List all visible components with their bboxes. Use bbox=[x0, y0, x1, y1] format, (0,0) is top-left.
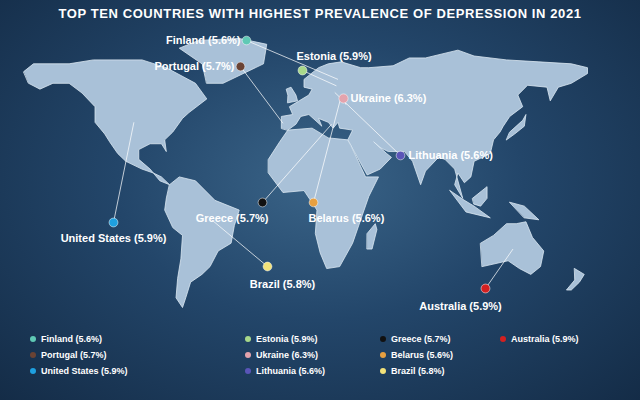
html-text:Brazil (5.8%): Brazil (5.8%) bbox=[391, 366, 445, 376]
svg-text:Lithuania (5.6%): Lithuania (5.6%) bbox=[409, 149, 494, 161]
html-text:Belarus (5.6%): Belarus (5.6%) bbox=[391, 350, 453, 360]
html-text:Estonia (5.9%): Estonia (5.9%) bbox=[256, 334, 318, 344]
svg-text:Brazil (5.8%): Brazil (5.8%) bbox=[250, 278, 316, 290]
svg-text:United States (5.9%): United States (5.9%) bbox=[61, 232, 167, 244]
html-text:United States (5.9%): United States (5.9%) bbox=[41, 366, 128, 376]
html-text:TOP TEN COUNTRIES WITH HIGHEST: TOP TEN COUNTRIES WITH HIGHEST PREVALENC… bbox=[58, 6, 582, 21]
html-text:Australia (5.9%): Australia (5.9%) bbox=[511, 334, 579, 344]
html-text:Lithuania (5.6%): Lithuania (5.6%) bbox=[256, 366, 325, 376]
html-text:Greece (5.7%): Greece (5.7%) bbox=[391, 334, 451, 344]
svg-text:Ukraine (6.3%): Ukraine (6.3%) bbox=[351, 92, 427, 104]
svg-text:Greece (5.7%): Greece (5.7%) bbox=[196, 212, 269, 224]
svg-text:Australia (5.9%): Australia (5.9%) bbox=[419, 300, 502, 312]
html-text:Portugal (5.7%): Portugal (5.7%) bbox=[41, 350, 107, 360]
svg-text:Finland (5.6%): Finland (5.6%) bbox=[166, 34, 241, 46]
html-text:Finland (5.6%): Finland (5.6%) bbox=[41, 334, 102, 344]
svg-text:Belarus (5.6%): Belarus (5.6%) bbox=[309, 212, 385, 224]
svg-text:Estonia (5.9%): Estonia (5.9%) bbox=[297, 50, 373, 62]
svg-text:Portugal (5.7%): Portugal (5.7%) bbox=[154, 60, 234, 72]
html-text:Ukraine (6.3%): Ukraine (6.3%) bbox=[256, 350, 318, 360]
